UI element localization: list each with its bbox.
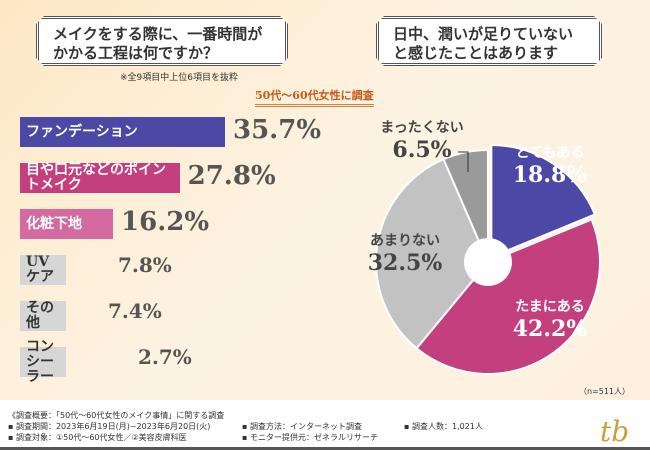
survey-method: ▪ 調査方法：インターネット調査 bbox=[242, 422, 362, 431]
pie-category: たまにある bbox=[515, 299, 585, 315]
bar: その他 bbox=[20, 301, 66, 331]
pie-value: 32.5% bbox=[367, 250, 443, 276]
donut-hole bbox=[464, 238, 512, 286]
bar-value: 7.4% bbox=[108, 299, 162, 323]
bar-label: ファンデーション bbox=[26, 123, 138, 140]
pie-value: 18.8% bbox=[512, 162, 588, 188]
pie-category: とてもある bbox=[515, 145, 585, 161]
bar-label: コンシーラー bbox=[26, 338, 54, 385]
pie-value: 42.2% bbox=[512, 316, 588, 342]
question-2: 日中、潤いが足りていないと感じたことはありますか？ bbox=[376, 16, 602, 66]
survey-provider: ▪ モニター提供元：ゼネラルリサーチ bbox=[242, 433, 378, 442]
pie-label: たまにある 42.2% bbox=[500, 296, 600, 340]
pie-category: あまりない bbox=[370, 233, 440, 249]
bar-value: 35.7% bbox=[233, 115, 322, 145]
divider bbox=[0, 447, 650, 450]
brand-logo: tb bbox=[600, 415, 630, 448]
question-1: メイクをする際に、一番時間がかかる工程は何ですか？ bbox=[36, 16, 288, 66]
subtitle: 50代～60代女性に調査 bbox=[255, 87, 374, 107]
bar-value: 2.7% bbox=[138, 345, 192, 369]
bar-value: 16.2% bbox=[121, 207, 210, 237]
sample-size: （n=511人） bbox=[578, 387, 630, 396]
pie-slice bbox=[490, 144, 597, 259]
bar: ファンデーション bbox=[20, 117, 225, 147]
pie-category: まったくない bbox=[380, 120, 464, 136]
survey-overview: 《調査概要：「50代～60代女性のメイク事情」に関する調査 bbox=[8, 411, 225, 420]
bar-value: 7.8% bbox=[118, 253, 172, 277]
bar-label: 目や口元などのポイントメイク bbox=[26, 162, 166, 193]
note: ※全9項目中上位6項目を抜粋 bbox=[120, 73, 238, 83]
leader-line bbox=[458, 151, 469, 172]
pie-slice bbox=[415, 218, 601, 375]
survey-target: ▪ 調査対象：①50代～60代女性／②美容皮膚科医 bbox=[8, 433, 187, 442]
bar-label: その他 bbox=[26, 300, 54, 331]
bar-value: 27.8% bbox=[187, 161, 276, 191]
survey-count: ▪ 調査人数：1,021人 bbox=[404, 422, 483, 431]
bar-label: UVケア bbox=[26, 254, 54, 285]
bar: 目や口元などのポイントメイク bbox=[20, 163, 180, 193]
pie-label: あまりない 32.5% bbox=[355, 230, 455, 274]
bar: コンシーラー bbox=[20, 339, 66, 384]
pie-label: とてもある 18.8% bbox=[500, 142, 600, 186]
survey-period: ▪ 調査期間：2023年6月19日(月)~2023年6月20日(火) bbox=[8, 422, 211, 431]
bar: UVケア bbox=[20, 255, 66, 285]
bar: 化粧下地 bbox=[20, 209, 114, 239]
pie-slice bbox=[375, 157, 490, 350]
bar-label: 化粧下地 bbox=[26, 215, 82, 232]
pie-value: 6.5% bbox=[392, 137, 452, 163]
pie-label: まったくない 6.5% bbox=[372, 117, 472, 161]
